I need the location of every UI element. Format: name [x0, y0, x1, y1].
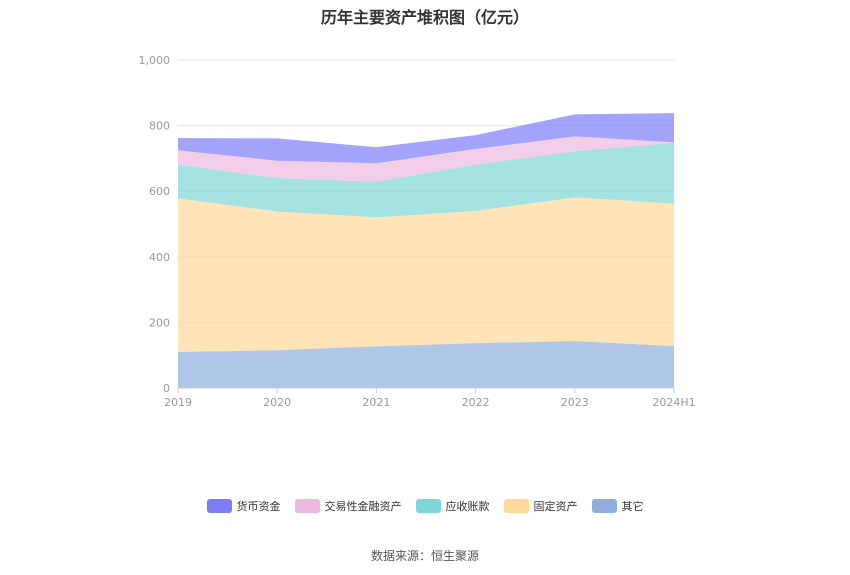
legend-swatch: [503, 499, 529, 513]
x-tick-label: 2021: [362, 396, 390, 409]
legend-label: 交易性金融资产: [324, 500, 402, 513]
x-tick-label: 2024H1: [652, 396, 695, 409]
legend-item[interactable]: 应收账款: [415, 498, 490, 514]
chart-legend: 货币资金 交易性金融资产 应收账款 固定资产 其它: [0, 498, 850, 514]
legend-label: 固定资产: [533, 500, 578, 513]
y-tick-label: 1,000: [139, 54, 171, 67]
legend-label: 其它: [621, 500, 644, 513]
y-tick-label: 200: [149, 316, 170, 329]
x-tick-label: 2020: [263, 396, 291, 409]
area-series-交易性金融资产: [178, 136, 674, 182]
stacked-area-chart: 0 200 400 600 800 1,000 2019 2020 2021 2022 2023 20…: [139, 54, 696, 409]
legend-item[interactable]: 货币资金: [206, 498, 281, 514]
legend-label: 货币资金: [236, 500, 281, 513]
legend-item[interactable]: 固定资产: [503, 498, 578, 514]
legend-item[interactable]: 其它: [591, 498, 644, 514]
area-series-应收账款: [178, 142, 674, 218]
x-tick-label: 2023: [561, 396, 589, 409]
legend-swatch: [591, 499, 617, 513]
data-source-note: 数据来源：恒生聚源: [370, 549, 479, 563]
legend-label: 应收账款: [445, 500, 490, 513]
x-tick-label: 2022: [462, 396, 490, 409]
y-tick-label: 800: [149, 120, 170, 133]
legend-swatch: [206, 499, 232, 513]
area-series-货币资金: [178, 113, 674, 164]
axes: 0 200 400 600 800 1,000 2019 2020 2021 2022 2023 20…: [139, 54, 696, 409]
legend-item[interactable]: 交易性金融资产: [294, 498, 402, 514]
area-series-其它: [178, 341, 674, 388]
chart-title: 历年主要资产堆积图（亿元）: [320, 8, 529, 27]
legend-swatch: [415, 499, 441, 513]
y-tick-label: 0: [163, 382, 170, 395]
legend-swatch: [294, 499, 320, 513]
y-tick-label: 600: [149, 185, 170, 198]
y-tick-label: 400: [149, 251, 170, 264]
area-series-固定资产: [178, 197, 674, 352]
area-series-layer: [178, 113, 674, 388]
x-tick-label: 2019: [164, 396, 192, 409]
